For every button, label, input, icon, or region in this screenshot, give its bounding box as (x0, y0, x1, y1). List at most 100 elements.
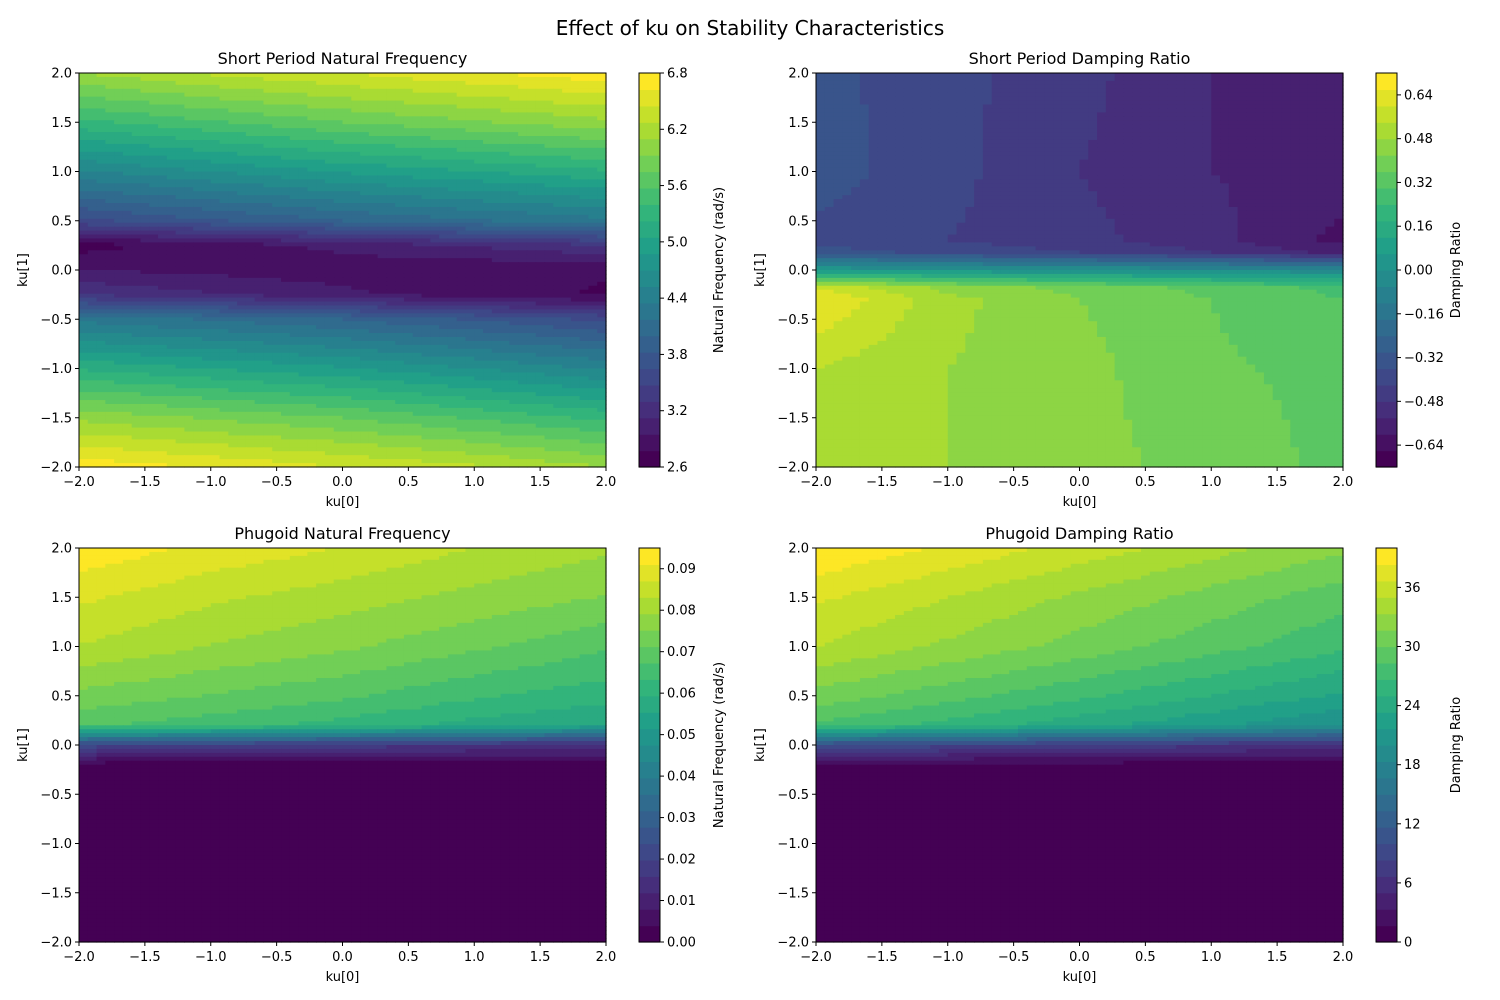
contour-cell (404, 231, 413, 236)
contour-cell (88, 227, 97, 232)
contour-cell (237, 164, 246, 169)
contour-cell (597, 238, 606, 243)
contour-cell (299, 317, 308, 322)
contour-cell (483, 140, 492, 145)
contour-cell (325, 317, 334, 322)
contour-cell (246, 349, 255, 354)
contour-cell (343, 93, 352, 98)
contour-cell (386, 321, 395, 326)
contour-cell (404, 108, 413, 113)
contour-cell (413, 254, 422, 259)
contour-cell (378, 361, 387, 366)
contour-cell (237, 290, 246, 295)
contour-cell (360, 290, 369, 295)
contour-cell (202, 116, 211, 121)
contour-cell (509, 286, 518, 291)
contour-cell (325, 333, 334, 338)
contour-cell (474, 380, 483, 385)
contour-cell (562, 325, 571, 330)
contour-cell (545, 278, 554, 283)
contour-cell (123, 266, 132, 271)
contour-cell (307, 278, 316, 283)
contour-cell (149, 132, 158, 137)
contour-cell (272, 372, 281, 377)
contour-cell (422, 187, 431, 192)
contour-cell (263, 329, 272, 334)
contour-cell (228, 270, 237, 275)
contour-cell (105, 179, 114, 184)
contour-cell (395, 215, 404, 220)
contour-cell (351, 372, 360, 377)
contour-cell (536, 136, 545, 141)
contour-cell (474, 152, 483, 157)
contour-cell (492, 345, 501, 350)
contour-cell (255, 302, 264, 307)
contour-cell (184, 380, 193, 385)
contour-cell (430, 120, 439, 125)
contour-cell (386, 97, 395, 102)
contour-cell (176, 112, 185, 117)
contour-cell (360, 333, 369, 338)
contour-cell (105, 132, 114, 137)
contour-cell (246, 164, 255, 169)
contour-cell (105, 140, 114, 145)
contour-cell (448, 231, 457, 236)
contour-cell (255, 333, 264, 338)
contour-cell (167, 112, 176, 117)
contour-cell (88, 321, 97, 326)
contour-cell (211, 298, 220, 303)
contour-cell (457, 349, 466, 354)
contour-cell (211, 203, 220, 208)
contour-cell (105, 223, 114, 228)
contour-cell (184, 168, 193, 173)
contour-cell (299, 235, 308, 240)
contour-cell (220, 250, 229, 255)
contour-cell (571, 132, 580, 137)
contour-cell (228, 227, 237, 232)
contour-cell (255, 235, 264, 240)
contour-cell (255, 231, 264, 236)
contour-cell (246, 108, 255, 113)
contour-cell (255, 156, 264, 161)
contour-cell (334, 325, 343, 330)
contour-cell (457, 175, 466, 180)
contour-cell (211, 175, 220, 180)
contour-cell (149, 246, 158, 251)
contour-cell (343, 140, 352, 145)
contour-cell (386, 235, 395, 240)
contour-cell (395, 298, 404, 303)
contour-cell (597, 168, 606, 173)
contour-cell (369, 179, 378, 184)
contour-cell (307, 136, 316, 141)
contour-cell (281, 136, 290, 141)
contour-cell (114, 231, 123, 236)
contour-cell (545, 365, 554, 370)
contour-cell (439, 365, 448, 370)
contour-cell (501, 132, 510, 137)
contour-cell (202, 105, 211, 110)
contour-cell (299, 160, 308, 165)
contour-cell (140, 77, 149, 82)
contour-cell (527, 140, 536, 145)
contour-cell (149, 313, 158, 318)
contour-cell (492, 238, 501, 243)
contour-cell (430, 187, 439, 192)
contour-cell (465, 325, 474, 330)
contour-cell (562, 183, 571, 188)
contour-cell (422, 290, 431, 295)
contour-cell (597, 345, 606, 350)
contour-cell (211, 211, 220, 216)
contour-cell (474, 238, 483, 243)
contour-cell (105, 246, 114, 251)
contour-cell (527, 128, 536, 133)
contour-cell (571, 227, 580, 232)
contour-cell (518, 101, 527, 106)
contour-cell (246, 254, 255, 259)
contour-cell (237, 160, 246, 165)
contour-cell (545, 231, 554, 236)
contour-cell (105, 203, 114, 208)
contour-cell (307, 191, 316, 196)
contour-cell (448, 242, 457, 247)
contour-cell (518, 270, 527, 275)
contour-cell (580, 116, 589, 121)
